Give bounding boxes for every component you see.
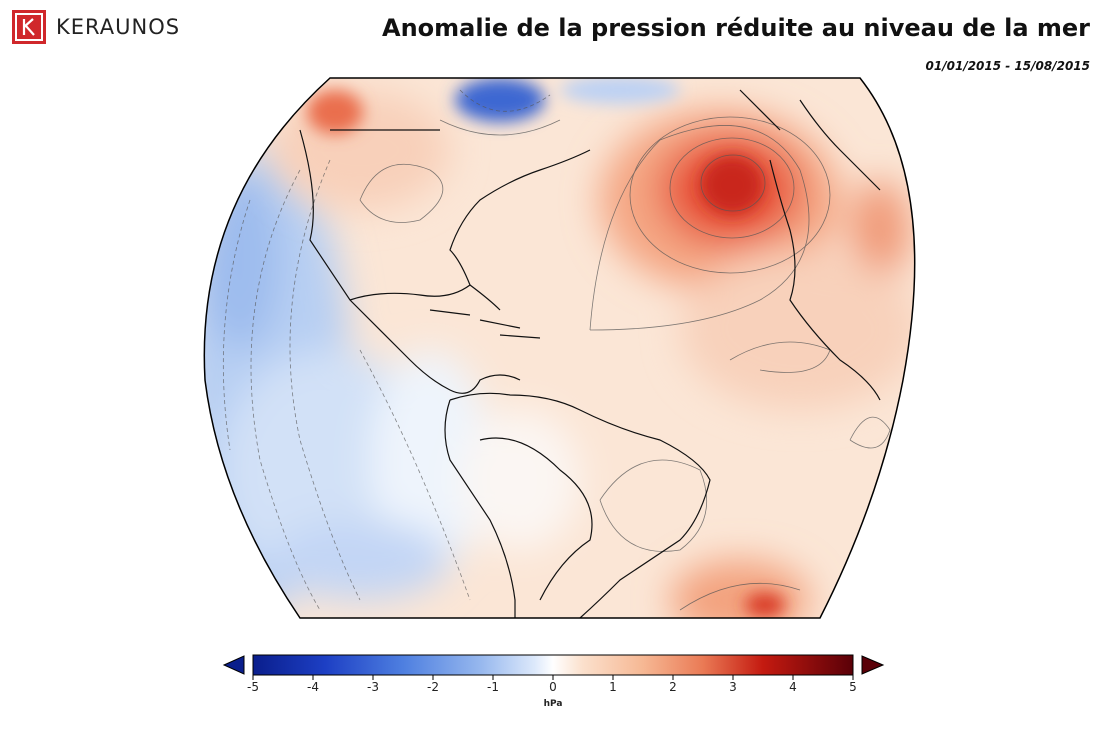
brand-name: KERAUNOS: [56, 15, 181, 39]
colorbar-ticks: [252, 675, 854, 680]
colorbar-unit: hPa: [543, 699, 563, 709]
pressure-anomaly-map: [203, 77, 916, 619]
colorbar-gradient: [252, 654, 854, 676]
keraunos-logo: KERAUNOS: [12, 10, 180, 44]
colorbar-tick-label: 4: [789, 680, 797, 694]
globe-outline: [203, 77, 916, 619]
colorbar-max-arrow: [861, 655, 885, 675]
coastlines: [299, 89, 881, 618]
colorbar-tick-label: 1: [609, 680, 617, 694]
colorbar-tick-label: -3: [367, 680, 379, 694]
colorbar-tick-label: 3: [729, 680, 737, 694]
colorbar-tick-label: -2: [427, 680, 439, 694]
colorbar-tick-label: -1: [487, 680, 499, 694]
colorbar-tick-label: 0: [549, 680, 557, 694]
colorbar-tick-label: 5: [849, 680, 857, 694]
colorbar-min-arrow: [222, 655, 245, 675]
colorbar-tick-label: 2: [669, 680, 677, 694]
keraunos-k-icon: [12, 10, 46, 44]
map-title: Anomalie de la pression réduite au nivea…: [382, 14, 1090, 42]
colorbar-tick-label: -4: [307, 680, 319, 694]
isobar-contours: [359, 116, 891, 611]
globe-field: [204, 78, 915, 618]
colorbar-tick-label: -5: [247, 680, 259, 694]
date-range: 01/01/2015 - 15/08/2015: [925, 59, 1090, 73]
